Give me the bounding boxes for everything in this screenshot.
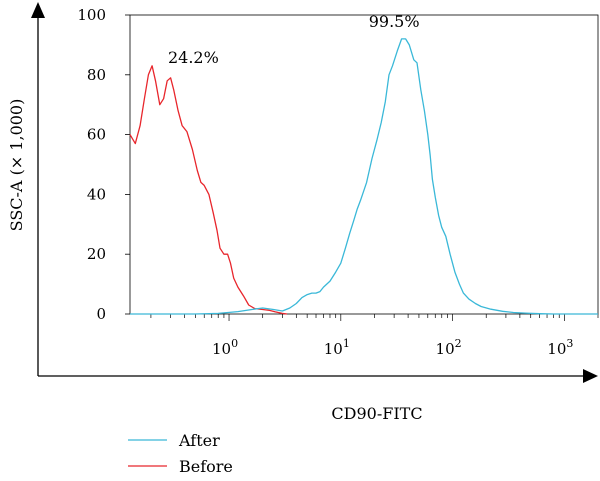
y-tick-label: 100 [77,6,106,24]
y-ticks: 0 20 40 60 80 100 [77,6,130,323]
series-lines [129,38,598,315]
x-tick-base: 10 [547,340,566,358]
legend: After Before [128,431,233,476]
legend-item-after: After [128,431,220,450]
x-tick-label: 103 [547,337,573,358]
y-tick-label: 20 [87,245,106,263]
x-axis-title: CD90-FITC [331,404,422,423]
x-tick-base: 10 [212,340,231,358]
y-tick-label: 0 [96,305,106,323]
x-tick-label: 101 [324,337,350,358]
annotation-label: 24.2% [168,48,219,67]
annotation-label: 99.5% [369,12,420,31]
legend-item-before: Before [128,457,233,476]
y-axis-arrowhead [31,2,45,18]
x-tick-exponent: 0 [231,337,238,350]
x-tick-label: 102 [436,337,462,358]
annotations: 24.2% 99.5% [168,12,420,67]
series-line-after [130,38,598,315]
plot-frame [129,14,599,315]
x-tick-base: 10 [324,340,343,358]
x-tick-exponent: 3 [566,337,573,350]
x-tick-label: 100 [212,337,238,358]
y-tick-label: 60 [87,126,106,144]
x-tick-base: 10 [436,340,455,358]
x-tick-exponent: 2 [455,337,462,350]
x-ticks: 100 101 102 103 [150,314,599,358]
y-tick-label: 80 [87,66,106,84]
legend-label-before: Before [179,457,233,476]
legend-label-after: After [178,431,220,450]
series-line-before [129,65,288,315]
axes [31,2,599,383]
y-axis-title: SSC-A (× 1,000) [7,99,26,232]
x-axis-arrowhead [583,369,598,383]
y-tick-label: 40 [87,185,106,203]
x-tick-exponent: 1 [343,337,350,350]
